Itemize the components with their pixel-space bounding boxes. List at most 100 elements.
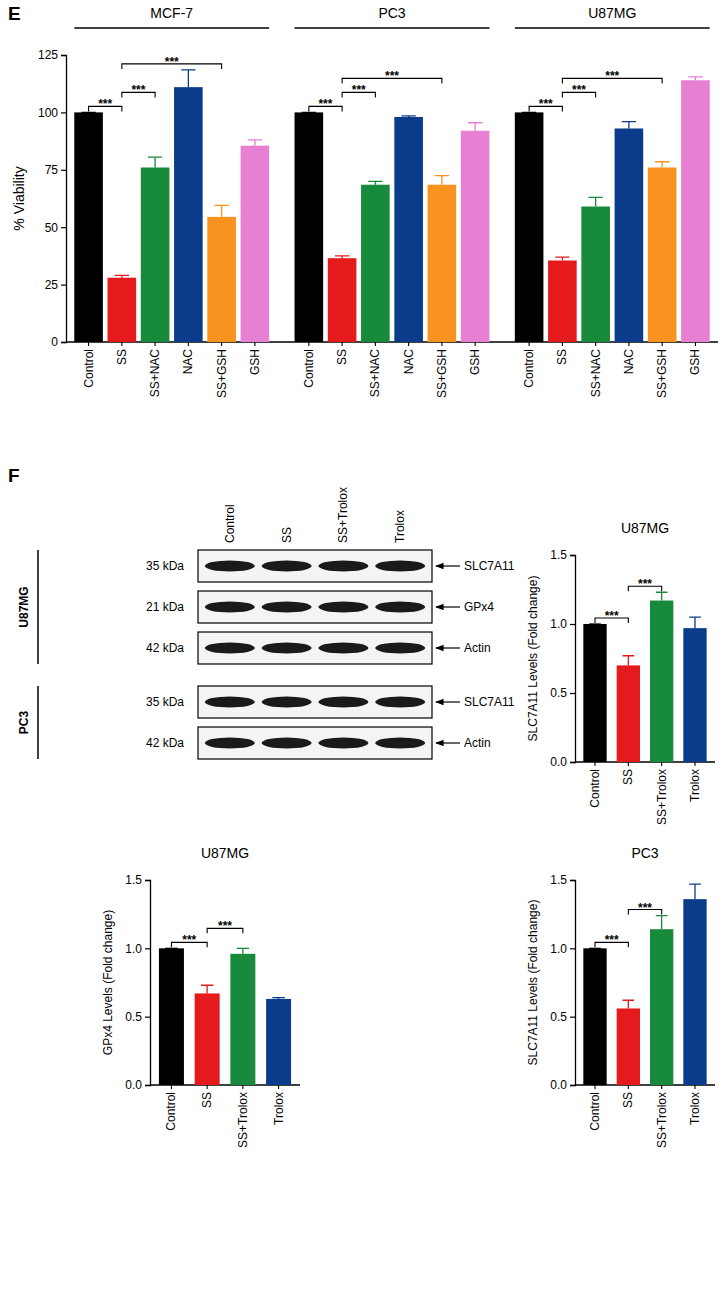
significance-label: *** bbox=[605, 933, 619, 947]
chart-fold-change: 0.00.51.01.5U87MGGPx4 Levels (Fold chang… bbox=[101, 845, 300, 1148]
bar bbox=[581, 207, 610, 342]
y-axis-line bbox=[145, 881, 151, 1086]
cell-line-label: U87MG bbox=[17, 586, 31, 627]
group-line bbox=[74, 27, 269, 28]
significance-label: *** bbox=[318, 97, 332, 111]
lane-label: Trolox bbox=[393, 510, 407, 543]
x-tick-label: SS+Trolox bbox=[655, 1092, 669, 1148]
bar bbox=[174, 87, 203, 342]
blot-band bbox=[375, 738, 425, 749]
x-tick-mark bbox=[308, 342, 309, 346]
x-tick-label: SS+GSH bbox=[435, 349, 449, 398]
blot-band bbox=[205, 561, 255, 572]
significance-label: *** bbox=[605, 69, 619, 83]
y-tick-label: 1.5 bbox=[550, 873, 567, 887]
group-label: MCF-7 bbox=[150, 5, 193, 21]
blot-strip bbox=[198, 632, 432, 664]
error-bar bbox=[468, 123, 482, 131]
x-tick-mark bbox=[628, 1085, 629, 1089]
blot-strip bbox=[198, 727, 432, 759]
band-arrow bbox=[436, 701, 460, 702]
y-tick: 1.5 bbox=[550, 873, 575, 887]
panel-label: F bbox=[8, 465, 20, 486]
bar bbox=[328, 258, 357, 342]
error-bar bbox=[689, 884, 701, 899]
bar bbox=[650, 929, 673, 1085]
group-line bbox=[515, 27, 710, 28]
error-bar bbox=[656, 916, 668, 930]
blot-band bbox=[375, 602, 425, 613]
y-axis: 0.00.51.01.5 bbox=[550, 548, 575, 769]
x-tick-label: Control bbox=[302, 349, 316, 388]
significance-label: *** bbox=[165, 55, 179, 69]
x-tick-mark bbox=[121, 342, 122, 346]
x-tick-mark bbox=[694, 1085, 695, 1089]
y-tick-label: 1.0 bbox=[550, 617, 567, 631]
bars bbox=[583, 592, 706, 762]
error-bar bbox=[237, 948, 250, 953]
x-tick-label: Control bbox=[522, 349, 536, 388]
error-bar bbox=[622, 122, 636, 129]
y-tick-label: 0.5 bbox=[125, 1010, 142, 1024]
x-tick-mark bbox=[254, 342, 255, 346]
error-bar bbox=[148, 157, 162, 167]
y-axis: 0255075100125 bbox=[38, 48, 67, 349]
y-tick-mark bbox=[570, 1017, 575, 1018]
error-bar bbox=[165, 948, 178, 949]
bar bbox=[548, 260, 577, 342]
y-axis-line bbox=[570, 881, 576, 1086]
bar bbox=[266, 999, 291, 1085]
blot-band bbox=[375, 561, 425, 572]
y-tick-label: 0.0 bbox=[125, 1078, 142, 1092]
lane-label: SS bbox=[280, 527, 294, 543]
error-bar bbox=[201, 985, 214, 993]
x-tick-mark bbox=[562, 342, 563, 346]
lane-label: SS+Trolox bbox=[336, 487, 350, 543]
error-bar bbox=[181, 70, 195, 87]
bar bbox=[159, 948, 184, 1085]
blot-band bbox=[262, 697, 312, 708]
y-tick: 1.0 bbox=[550, 942, 575, 956]
y-axis-line bbox=[61, 56, 67, 343]
x-tick-mark bbox=[408, 342, 409, 346]
bars bbox=[583, 884, 706, 1085]
x-tick-label: GSH bbox=[688, 349, 702, 375]
y-tick: 0.5 bbox=[550, 686, 575, 700]
x-tick-label: NAC bbox=[181, 349, 195, 375]
cell-line-label: PC3 bbox=[17, 711, 31, 735]
error-bar bbox=[623, 656, 635, 666]
y-tick-mark bbox=[61, 55, 66, 56]
blot-band bbox=[318, 738, 368, 749]
y-tick: 125 bbox=[38, 48, 66, 62]
error-bar bbox=[588, 197, 602, 206]
bar bbox=[615, 128, 644, 342]
x-tick-mark bbox=[441, 342, 442, 346]
error-bar bbox=[656, 592, 668, 600]
x-tick-label: NAC bbox=[622, 349, 636, 375]
band-arrow bbox=[436, 647, 460, 648]
error-bar bbox=[555, 257, 569, 260]
y-tick: 1.0 bbox=[550, 617, 575, 631]
bar bbox=[141, 168, 170, 342]
y-tick-label: 100 bbox=[38, 106, 58, 120]
x-tick-label: SS+Trolox bbox=[655, 769, 669, 825]
cell-line-bracket bbox=[37, 686, 39, 759]
y-axis-title: SLC7A11 Levels (Fold change) bbox=[526, 900, 540, 1066]
x-tick-mark bbox=[694, 762, 695, 766]
y-axis: 0.00.51.01.5 bbox=[125, 873, 150, 1092]
x-tick-label: GSH bbox=[468, 349, 482, 375]
y-tick-label: 0 bbox=[51, 335, 58, 349]
error-bar bbox=[522, 112, 536, 113]
cell-line-bracket bbox=[37, 550, 39, 664]
y-axis-title: SLC7A11 Levels (Fold change) bbox=[526, 576, 540, 742]
y-tick-label: 0.0 bbox=[550, 1078, 567, 1092]
x-tick-label: SS bbox=[621, 769, 635, 785]
x-tick-mark bbox=[171, 1085, 172, 1089]
bar bbox=[461, 131, 490, 342]
y-axis-title: GPx4 Levels (Fold change) bbox=[101, 910, 115, 1055]
error-bar bbox=[115, 275, 129, 277]
error-bar bbox=[335, 256, 349, 258]
y-tick-mark bbox=[570, 948, 575, 949]
x-tick-mark bbox=[595, 342, 596, 346]
error-bar bbox=[272, 998, 285, 999]
